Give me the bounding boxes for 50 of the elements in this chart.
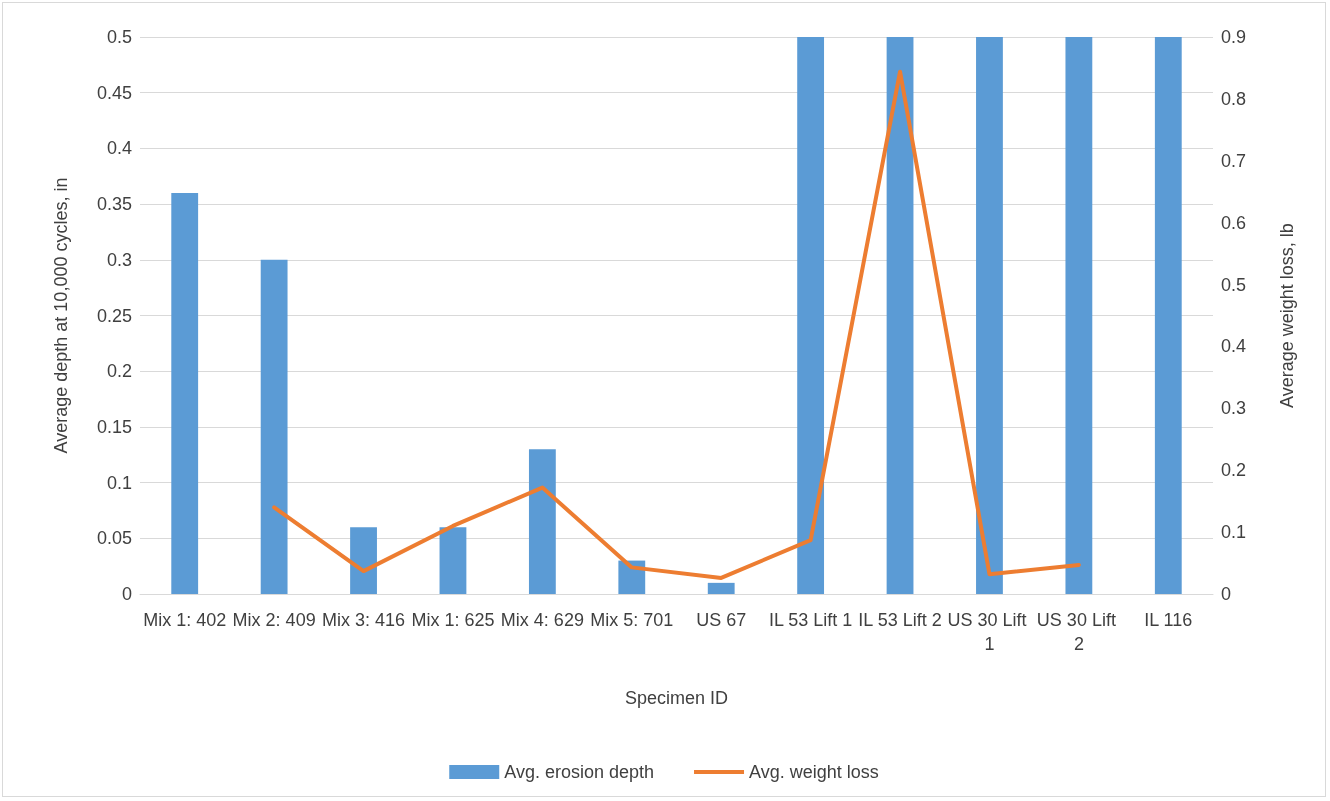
x-tick-label: US 30 Lift 2: [1036, 610, 1121, 654]
bar: [171, 192, 199, 594]
bar: [797, 37, 825, 594]
x-tick-label: US 30 Lift 1: [947, 610, 1032, 654]
x-tick-label: Mix 1: 625: [411, 610, 495, 630]
x-tick-label: IL 53 Lift 2: [858, 610, 942, 630]
y-axis-title: Average depth at 10,000 cycles, in: [51, 177, 71, 454]
x-tick-label: Mix 1: 402: [143, 610, 227, 630]
y2-tick-label: 0.5: [1221, 274, 1247, 295]
x-tick-label: IL 53 Lift 1: [768, 610, 853, 630]
bar: [1065, 37, 1093, 594]
bar: [1154, 37, 1182, 594]
y2-tick-label: 0.3: [1221, 398, 1247, 419]
y-tick-label: 0: [121, 584, 132, 604]
x-tick-label: IL 116: [1144, 610, 1193, 630]
bar: [439, 527, 467, 594]
y2-tick-label: 0.1: [1221, 522, 1247, 543]
bar: [707, 582, 735, 594]
x-tick-label: Mix 2: 409: [232, 610, 316, 630]
y-tick-label: 0.45: [96, 82, 132, 103]
y2-tick-label: 0.9: [1221, 27, 1247, 47]
y-tick-label: 0.05: [96, 528, 132, 549]
y-tick-label: 0.35: [96, 194, 132, 215]
y-tick-label: 0.2: [106, 361, 132, 382]
bar: [528, 449, 556, 594]
y2-tick-label: 0.7: [1221, 150, 1247, 171]
y-tick-label: 0.4: [106, 138, 132, 159]
y-tick-label: 0.3: [106, 249, 132, 270]
y-tick-label: 0.5: [106, 27, 132, 47]
x-tick-label: US 67: [696, 610, 747, 630]
x-axis-title: Specimen ID: [624, 688, 729, 708]
x-tick-label: Mix 3: 416: [322, 610, 406, 630]
bar: [886, 37, 914, 594]
x-tick-label: Mix 5: 701: [590, 610, 674, 630]
bar: [350, 527, 377, 594]
y2-tick-label: 0: [1221, 584, 1232, 604]
y2-axis-title: Average weight loss, lb: [1277, 223, 1297, 408]
bar: [260, 259, 288, 594]
y2-tick-label: 0.8: [1221, 88, 1247, 109]
bar: [976, 37, 1003, 594]
y2-tick-label: 0.4: [1221, 336, 1247, 357]
y2-tick-label: 0.6: [1221, 212, 1247, 233]
x-tick-label: Mix 4: 629: [500, 610, 584, 630]
y-tick-label: 0.15: [96, 416, 132, 437]
y-tick-label: 0.1: [106, 472, 132, 493]
y2-tick-label: 0.2: [1221, 460, 1247, 481]
legend-label: Avg. erosion depth: [504, 762, 655, 782]
legend-label: Avg. weight loss: [749, 762, 879, 782]
line-series: [272, 69, 1081, 580]
y-tick-label: 0.25: [96, 305, 132, 326]
